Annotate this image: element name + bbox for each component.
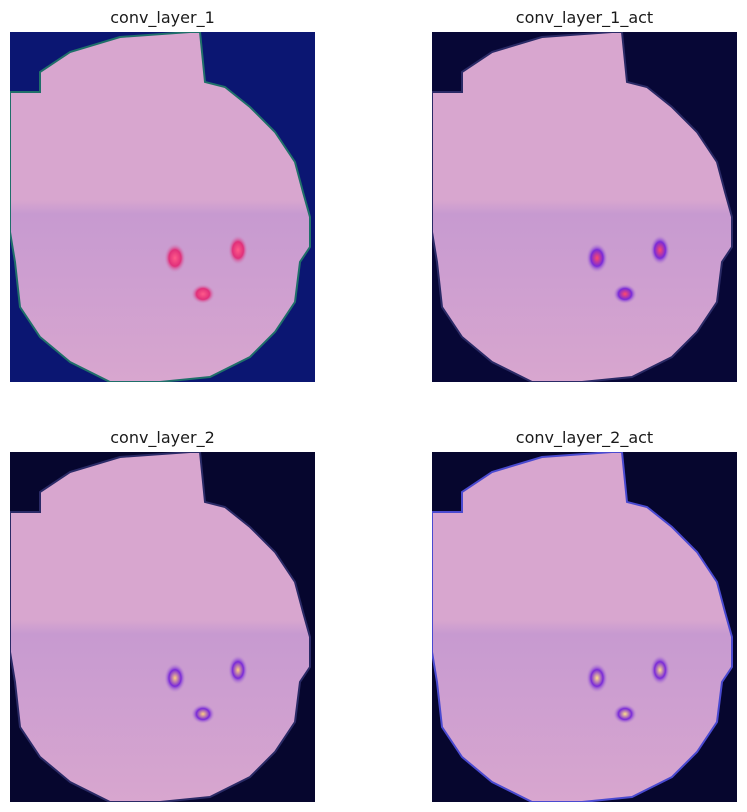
panel-conv-layer-1-act: conv_layer_1_act: [432, 6, 737, 382]
cell-image: [432, 32, 737, 382]
parasite-spot: [613, 704, 637, 724]
parasite-spot: [650, 655, 670, 685]
parasite-spot: [650, 235, 670, 265]
parasite-spot: [164, 663, 186, 693]
panel-title: conv_layer_2_act: [515, 428, 654, 447]
cell-body: [432, 32, 733, 382]
parasite-spot: [191, 284, 215, 304]
parasite-spot: [228, 235, 248, 265]
parasite-spot: [613, 284, 637, 304]
panel-conv-layer-1: conv_layer_1: [10, 6, 315, 382]
cell-body: [432, 452, 733, 802]
cell-image: [10, 452, 315, 802]
panel-conv-layer-2: conv_layer_2: [10, 426, 315, 802]
panel-title: conv_layer_1: [110, 8, 215, 27]
parasite-spot: [586, 663, 608, 693]
panel-title: conv_layer_1_act: [515, 8, 654, 27]
panel-conv-layer-2-act: conv_layer_2_act: [432, 426, 737, 802]
parasite-spot: [586, 243, 608, 273]
parasite-spot: [191, 704, 215, 724]
cell-image: [432, 452, 737, 802]
cell-image: [10, 32, 315, 382]
cell-body: [10, 452, 311, 802]
parasite-spot: [164, 243, 186, 273]
cell-body: [10, 32, 311, 382]
parasite-spot: [228, 655, 248, 685]
panel-title: conv_layer_2: [110, 428, 215, 447]
